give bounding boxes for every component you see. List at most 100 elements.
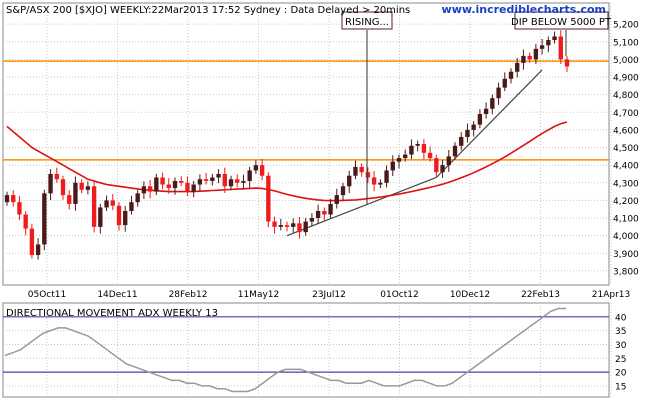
price-y-tick-label: 4,700 xyxy=(613,109,639,119)
candle-body xyxy=(284,225,290,227)
price-x-tick-label: 22Feb13 xyxy=(521,290,560,300)
candle-body xyxy=(521,55,526,63)
candle-body xyxy=(228,179,234,187)
price-y-tick-label: 5,200 xyxy=(613,21,639,31)
candle-body xyxy=(515,62,520,72)
candle-body xyxy=(533,48,539,60)
annotations: RISING... DIP BELOW 5000 PT xyxy=(341,11,612,204)
candle-body xyxy=(396,158,402,162)
candle-body xyxy=(546,40,551,46)
price-x-tick-label: 10Dec12 xyxy=(450,290,490,300)
adx-y-tick-label: 25 xyxy=(615,355,626,365)
candle-body xyxy=(197,179,203,185)
candle-body xyxy=(79,182,84,190)
price-x-tick-label: 14Dec11 xyxy=(97,290,137,300)
price-x-tick-label: 11May12 xyxy=(238,290,280,300)
candle-body xyxy=(564,59,570,67)
adx-y-tick-label: 40 xyxy=(615,313,627,323)
candle-body xyxy=(440,165,445,173)
candle-body xyxy=(241,181,246,183)
candle-body xyxy=(73,182,78,204)
candle-body xyxy=(253,165,259,171)
candle-body xyxy=(477,114,483,125)
adx-line xyxy=(4,307,566,393)
candle-body xyxy=(483,108,489,115)
candle-body xyxy=(141,186,147,194)
candle-body xyxy=(123,210,128,226)
candle-body xyxy=(446,156,451,166)
candle-body xyxy=(247,170,252,182)
candle-body xyxy=(502,78,507,88)
rising-callout-box xyxy=(341,11,393,30)
trend-line-2 xyxy=(435,69,543,178)
price-y-tick-label: 4,500 xyxy=(613,144,639,154)
candle-body xyxy=(409,145,414,155)
dip-callout-label: DIP BELOW 5000 PT xyxy=(511,17,612,28)
candle-body xyxy=(490,98,495,109)
candle-body xyxy=(23,214,28,229)
candle-body xyxy=(172,181,178,189)
candle-body xyxy=(17,202,22,215)
watermark: www.incrediblecharts.com xyxy=(442,3,606,16)
adx-panel-frame xyxy=(2,302,610,398)
candle-body xyxy=(434,158,439,173)
candle-body xyxy=(42,193,47,245)
candle-body xyxy=(11,195,16,203)
candle-body xyxy=(322,210,327,215)
candle-body xyxy=(135,193,140,203)
candle-body xyxy=(67,195,72,204)
price-x-tick-label: 28Feb12 xyxy=(169,290,208,300)
candle-body xyxy=(371,177,377,185)
dip-callout-box xyxy=(514,11,609,30)
candle-body xyxy=(203,179,209,182)
candle-body xyxy=(452,145,458,157)
price-y-tick-label: 3,800 xyxy=(613,267,639,277)
candle-body xyxy=(35,244,41,256)
candle-body xyxy=(347,175,352,187)
price-y-tick-label: 5,000 xyxy=(613,56,639,66)
adx-y-tick-label: 30 xyxy=(615,341,627,351)
candle-body xyxy=(166,184,171,189)
candle-body xyxy=(4,195,10,203)
candle-body xyxy=(384,170,389,183)
price-y-tick-label: 4,000 xyxy=(613,232,639,242)
candle-body xyxy=(558,36,563,60)
candle-body xyxy=(309,218,315,222)
candle-body xyxy=(98,207,103,227)
candle-body xyxy=(60,179,66,196)
adx-y-tick-label: 35 xyxy=(615,327,626,337)
candle-body xyxy=(222,173,227,187)
price-x-tick-label: 05Oct11 xyxy=(28,290,66,300)
price-grid xyxy=(3,3,612,285)
candle-body xyxy=(471,124,476,130)
candle-body xyxy=(415,144,420,146)
candle-body xyxy=(465,129,470,137)
price-y-tick-label: 5,100 xyxy=(613,38,639,48)
candle-body xyxy=(421,144,427,153)
candle-body xyxy=(29,228,35,256)
candle-body xyxy=(129,202,134,211)
candle-body xyxy=(116,205,122,226)
price-y-tick-label: 4,100 xyxy=(613,215,639,225)
candle-body xyxy=(390,161,395,171)
price-y-tick-label: 4,300 xyxy=(613,179,639,189)
candle-body xyxy=(160,177,165,185)
candle-body xyxy=(291,223,296,227)
candle-body xyxy=(91,186,97,227)
adx-y-tick-label: 15 xyxy=(615,382,626,392)
price-x-tick-label: 01Oct12 xyxy=(380,290,418,300)
candle-body xyxy=(104,200,109,208)
price-panel-frame xyxy=(2,2,610,286)
candle-body xyxy=(334,195,339,204)
candle-body xyxy=(403,154,408,159)
candle-body xyxy=(297,223,302,233)
candle-body xyxy=(154,177,159,192)
candle-body xyxy=(147,186,153,192)
price-y-tick-label: 3,900 xyxy=(613,250,639,260)
adx-title: DIRECTIONAL MOVEMENT ADX WEEKLY 13 xyxy=(6,308,218,319)
candle-body xyxy=(278,225,283,227)
price-horizontal-lines xyxy=(3,60,609,161)
candle-body xyxy=(328,203,333,215)
candle-body xyxy=(427,152,433,159)
